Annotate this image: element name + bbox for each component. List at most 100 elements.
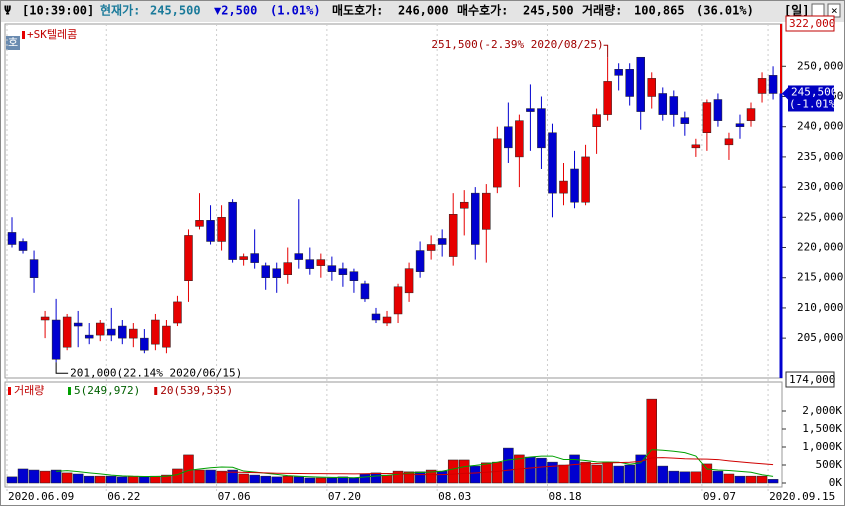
candle-body xyxy=(107,328,116,336)
volume-bar xyxy=(83,475,95,484)
volume-bar xyxy=(569,454,580,484)
volume-bar xyxy=(161,474,172,484)
current-price-box xyxy=(788,85,834,112)
candle-body xyxy=(327,265,337,272)
volume-bar xyxy=(348,477,360,484)
volume-bar xyxy=(72,473,84,484)
volume-bar xyxy=(701,463,713,484)
legend-swatch xyxy=(68,387,71,395)
y-tick-label: 205,000 xyxy=(797,331,843,344)
volume-bar xyxy=(646,398,657,484)
candle-body xyxy=(482,192,491,230)
volume-label: 거래량: xyxy=(582,3,622,18)
candle-body xyxy=(537,108,546,149)
y-tick-label: 250,000 xyxy=(797,59,843,72)
candle-body xyxy=(691,144,701,149)
volume-bar xyxy=(525,456,536,484)
candle-body xyxy=(73,322,83,327)
candle-body xyxy=(195,220,204,227)
volume-bar xyxy=(326,477,338,484)
y-tick-label: 210,000 xyxy=(797,301,843,314)
candle-body xyxy=(768,75,778,94)
menu-icon[interactable]: Ψ xyxy=(4,4,11,18)
volume-bar xyxy=(282,475,293,484)
candle-body xyxy=(40,316,50,321)
candle-body xyxy=(305,259,315,269)
candle-body xyxy=(173,301,182,324)
candle-body xyxy=(261,265,270,278)
candle-body xyxy=(29,259,39,278)
volume-bar xyxy=(635,454,646,484)
candle-body xyxy=(713,99,723,121)
upper-limit-label: 322,000 xyxy=(789,17,835,30)
volume-bar xyxy=(359,473,371,484)
bid-label: 매수호가: xyxy=(457,3,508,18)
candle-body xyxy=(415,250,425,272)
candle-body xyxy=(338,268,348,275)
candle-body xyxy=(18,241,28,251)
x-tick-label: 2020.06.09 xyxy=(8,490,74,503)
candle-body xyxy=(548,132,557,194)
ma-legend: 5(249,972) xyxy=(74,384,140,397)
volume-bar xyxy=(139,476,150,484)
change: ▼2,500 xyxy=(214,4,257,18)
period-button[interactable]: [일] xyxy=(784,4,810,18)
candle-body xyxy=(702,102,712,133)
volume-bar xyxy=(238,473,249,484)
candle-body xyxy=(151,319,160,345)
low-arrow xyxy=(55,362,69,374)
candle-body xyxy=(570,168,579,203)
restore-button[interactable] xyxy=(811,3,825,18)
candle-body xyxy=(162,325,171,348)
side-button[interactable] xyxy=(6,36,20,50)
y-tick-label: 225,000 xyxy=(797,210,843,223)
volume-bar xyxy=(17,468,29,484)
x-tick-label: 07.20 xyxy=(328,490,361,503)
candle-body xyxy=(184,235,193,281)
volume-bar xyxy=(117,476,128,484)
candle-body xyxy=(360,283,370,300)
candle-body xyxy=(437,238,447,245)
candle-body xyxy=(459,201,469,209)
volume-bar xyxy=(381,474,393,484)
volume-bar xyxy=(470,465,481,484)
candle-body xyxy=(294,253,304,260)
candle-body xyxy=(471,192,480,245)
volume-bar xyxy=(723,473,735,484)
volume-bar xyxy=(602,462,613,484)
volume-bar xyxy=(315,477,327,484)
volume-legend: 거래량 xyxy=(14,384,44,397)
volume-bar xyxy=(745,475,757,484)
candle-body xyxy=(404,268,414,294)
candle-body xyxy=(51,319,61,360)
candle-body xyxy=(316,259,326,266)
volume-bar xyxy=(304,477,316,484)
candle-body xyxy=(526,108,535,112)
volume-bar xyxy=(205,469,216,484)
candle-body xyxy=(680,117,690,124)
volume-bar xyxy=(447,459,459,484)
volume-bar xyxy=(668,470,680,484)
y-tick-label: 0K xyxy=(829,476,843,489)
candle-body xyxy=(592,114,601,127)
candle-body xyxy=(658,93,668,115)
candle-body xyxy=(724,138,734,146)
volume-bar xyxy=(183,454,194,484)
candle-body xyxy=(62,316,72,348)
volume-bar xyxy=(547,461,558,484)
candle-body xyxy=(448,214,458,257)
volume-bar xyxy=(260,475,271,484)
volume-bar xyxy=(558,464,569,484)
y-tick-label: 235,000 xyxy=(797,150,843,163)
x-tick-label: 08.18 xyxy=(548,490,581,503)
candle-body xyxy=(217,217,226,242)
volume-bar xyxy=(436,470,448,484)
volume-ma-line xyxy=(221,457,774,476)
volume-bar xyxy=(50,469,62,484)
legend-swatch xyxy=(154,387,158,395)
volume-bar xyxy=(756,475,768,484)
volume-bar xyxy=(172,468,183,484)
upper-limit-box xyxy=(785,15,835,32)
candle-body xyxy=(504,126,513,149)
